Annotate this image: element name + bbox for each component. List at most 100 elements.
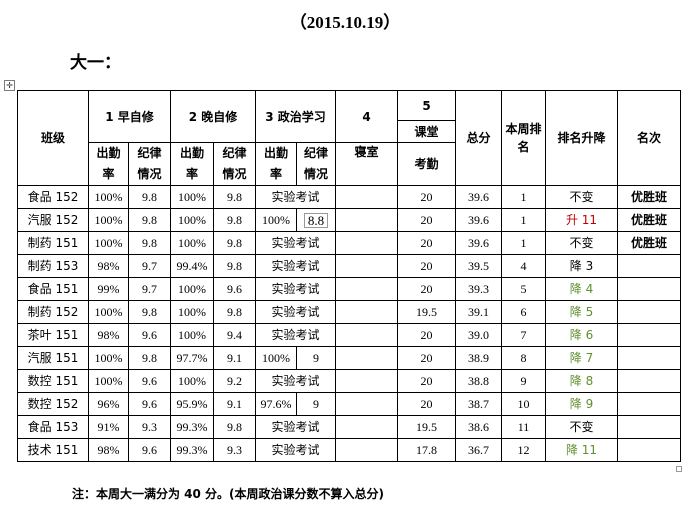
class-ranking-table: 班级 1 早自修 2 晚自修 3 政治学习 4 5 总分 本周排名 排名升降 名… [17, 90, 681, 462]
header-politics-attendance: 出勤率 [255, 142, 297, 186]
dorm-score [335, 300, 398, 324]
morning-attendance: 91% [88, 415, 129, 439]
evening-attendance: 95.9% [170, 392, 214, 416]
class-name: 制药 151 [17, 231, 89, 255]
evening-attendance: 100% [170, 300, 214, 324]
evening-discipline: 9.8 [213, 231, 256, 255]
class-name: 汽服 151 [17, 346, 89, 370]
table-move-handle-icon[interactable]: ✛ [4, 80, 15, 91]
morning-attendance: 98% [88, 323, 129, 347]
evening-discipline: 9.2 [213, 369, 256, 393]
title [617, 438, 681, 462]
dorm-score [335, 231, 398, 255]
classroom-score: 20 [397, 185, 456, 209]
rank-change: 降 8 [545, 369, 618, 393]
table-row: 汽服 151 100% 9.8 97.7% 9.1 100% 9 20 38.9 8 降 7 [17, 346, 681, 370]
morning-attendance: 100% [88, 208, 129, 232]
grade-title: 大一： [70, 53, 121, 73]
header-rank-change: 排名升降 [545, 90, 618, 186]
rank: 1 [501, 231, 546, 255]
header-evening-discipline: 纪律情况 [213, 142, 256, 186]
politics-exam: 实验考试 [255, 438, 336, 462]
rank: 4 [501, 254, 546, 278]
rank: 6 [501, 300, 546, 324]
header-classroom-label: 课堂 [397, 120, 456, 143]
title [617, 369, 681, 393]
morning-discipline: 9.8 [128, 346, 171, 370]
footer-note: 注：本周大一满分为 40 分。(本周政治课分数不算入总分) [72, 487, 385, 501]
class-name: 技术 151 [17, 438, 89, 462]
politics-attendance: 100% [255, 346, 297, 370]
morning-attendance: 99% [88, 277, 129, 301]
title [617, 415, 681, 439]
rank: 10 [501, 392, 546, 416]
morning-attendance: 100% [88, 346, 129, 370]
class-name: 制药 152 [17, 300, 89, 324]
total-score: 39.1 [455, 300, 502, 324]
header-classroom-number: 5 [397, 90, 456, 121]
title [617, 254, 681, 278]
class-name: 茶叶 151 [17, 323, 89, 347]
table-row: 汽服 152 100% 9.8 100% 9.8 100% 8.8 20 39.6 1 升 11 优胜… [17, 208, 681, 232]
evening-attendance: 100% [170, 185, 214, 209]
title [617, 346, 681, 370]
dorm-score [335, 323, 398, 347]
classroom-score: 20 [397, 323, 456, 347]
classroom-score: 20 [397, 369, 456, 393]
table-row: 食品 152 100% 9.8 100% 9.8 实验考试 20 39.6 1 不变 优胜班 [17, 185, 681, 209]
total-score: 39.6 [455, 208, 502, 232]
evening-discipline: 9.8 [213, 208, 256, 232]
dorm-score [335, 185, 398, 209]
morning-discipline: 9.8 [128, 300, 171, 324]
evening-attendance: 100% [170, 231, 214, 255]
rank-change: 升 11 [545, 208, 618, 232]
evening-discipline: 9.1 [213, 346, 256, 370]
rank: 1 [501, 185, 546, 209]
report-date: （2015.10.19） [289, 13, 401, 32]
rank: 9 [501, 369, 546, 393]
classroom-score: 20 [397, 392, 456, 416]
classroom-score: 19.5 [397, 415, 456, 439]
morning-attendance: 100% [88, 185, 129, 209]
classroom-score: 20 [397, 254, 456, 278]
morning-attendance: 100% [88, 300, 129, 324]
table-row: 制药 153 98% 9.7 99.4% 9.8 实验考试 20 39.5 4 降 3 [17, 254, 681, 278]
evening-discipline: 9.8 [213, 254, 256, 278]
title [617, 392, 681, 416]
header-politics-discipline: 纪律情况 [296, 142, 336, 186]
class-name: 汽服 152 [17, 208, 89, 232]
morning-discipline: 9.6 [128, 392, 171, 416]
dorm-score [335, 438, 398, 462]
dorm-score [335, 392, 398, 416]
politics-discipline: 9 [296, 392, 336, 416]
classroom-score: 17.8 [397, 438, 456, 462]
table-row: 茶叶 151 98% 9.6 100% 9.4 实验考试 20 39.0 7 降 6 [17, 323, 681, 347]
table-row: 食品 153 91% 9.3 99.3% 9.8 实验考试 19.5 38.6 11 不变 [17, 415, 681, 439]
classroom-score: 20 [397, 231, 456, 255]
class-name: 制药 153 [17, 254, 89, 278]
politics-exam: 实验考试 [255, 369, 336, 393]
rank: 11 [501, 415, 546, 439]
table-resize-handle-icon[interactable] [676, 466, 682, 472]
total-score: 38.8 [455, 369, 502, 393]
total-score: 38.7 [455, 392, 502, 416]
evening-discipline: 9.8 [213, 300, 256, 324]
class-name: 食品 151 [17, 277, 89, 301]
evening-discipline: 9.4 [213, 323, 256, 347]
morning-discipline: 9.8 [128, 208, 171, 232]
rank-change: 不变 [545, 415, 618, 439]
class-name: 食品 153 [17, 415, 89, 439]
evening-discipline: 9.6 [213, 277, 256, 301]
total-score: 38.9 [455, 346, 502, 370]
table-row: 制药 151 100% 9.8 100% 9.8 实验考试 20 39.6 1 不变 优胜班 [17, 231, 681, 255]
rank-change: 降 5 [545, 300, 618, 324]
morning-discipline: 9.8 [128, 185, 171, 209]
total-score: 39.6 [455, 231, 502, 255]
total-score: 38.6 [455, 415, 502, 439]
evening-discipline: 9.3 [213, 438, 256, 462]
classroom-score: 20 [397, 346, 456, 370]
politics-exam: 实验考试 [255, 415, 336, 439]
morning-attendance: 98% [88, 254, 129, 278]
rank: 5 [501, 277, 546, 301]
rank: 1 [501, 208, 546, 232]
